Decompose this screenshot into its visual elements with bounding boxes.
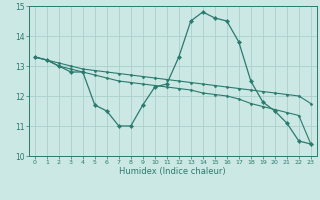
X-axis label: Humidex (Indice chaleur): Humidex (Indice chaleur) — [119, 167, 226, 176]
